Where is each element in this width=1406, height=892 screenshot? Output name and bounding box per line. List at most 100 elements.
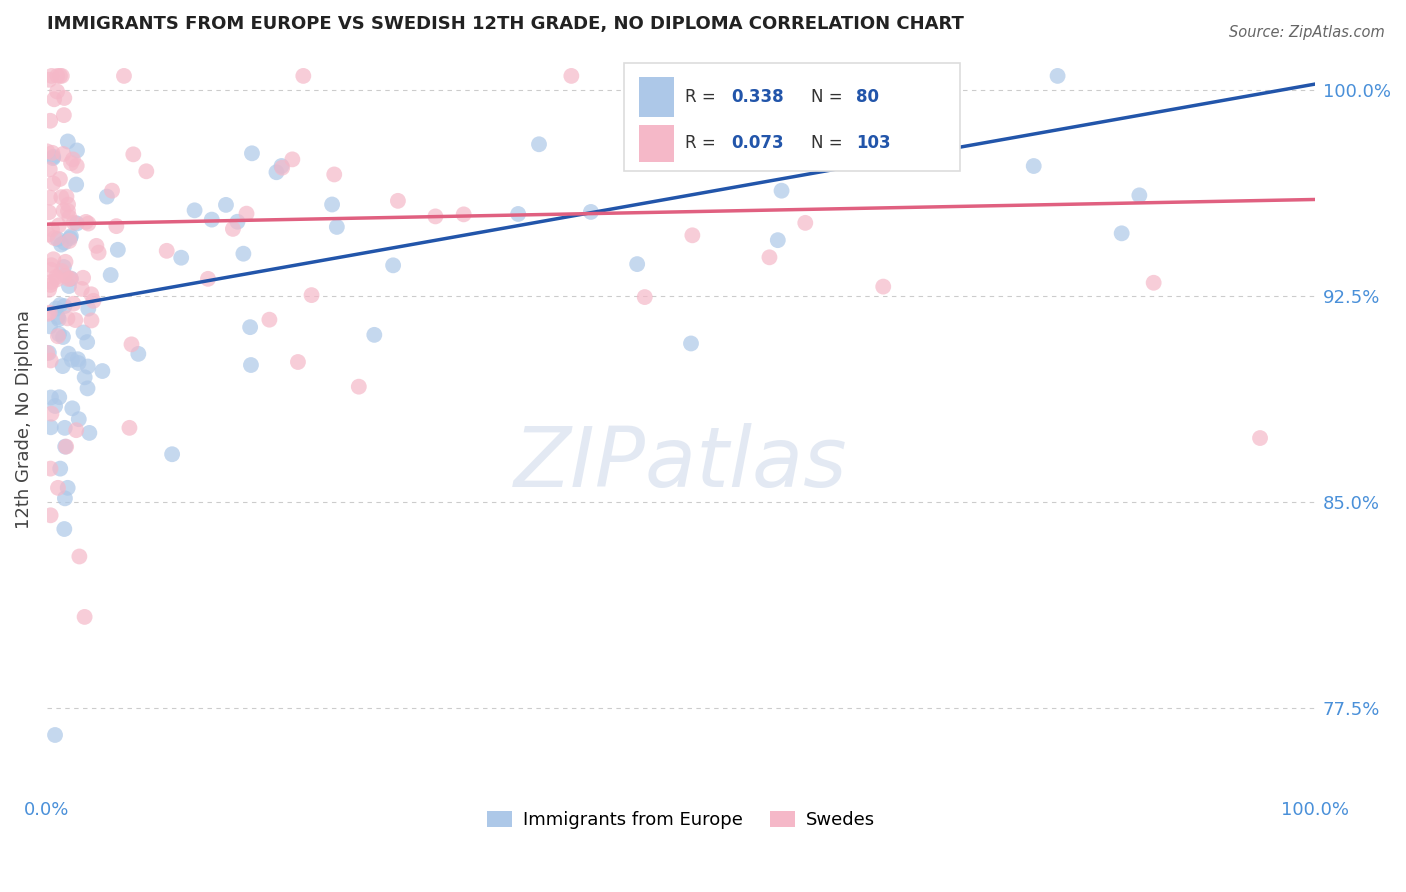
Point	[52, 203, 75, 218]
Point	[58, 234, 80, 248]
Point	[679, 336, 702, 351]
Point	[66, 352, 89, 367]
Text: N =: N =	[811, 135, 848, 153]
Point	[49, 237, 72, 252]
Point	[53, 522, 76, 536]
Point	[122, 147, 145, 161]
Point	[45, 301, 67, 316]
Point	[51, 190, 73, 204]
Point	[382, 258, 405, 272]
Point	[183, 203, 205, 218]
Point	[266, 165, 288, 179]
Point	[37, 307, 59, 321]
Point	[281, 153, 304, 167]
Point	[39, 391, 62, 405]
Point	[1111, 227, 1133, 241]
Point	[135, 164, 157, 178]
Point	[52, 147, 75, 161]
Point	[271, 161, 294, 175]
Point	[758, 250, 780, 264]
Point	[1128, 188, 1150, 202]
Point	[66, 159, 89, 173]
Point	[49, 69, 72, 83]
Point	[239, 320, 262, 334]
Point	[259, 312, 281, 326]
Point	[52, 260, 75, 274]
Point	[45, 270, 67, 285]
Text: Source: ZipAtlas.com: Source: ZipAtlas.com	[1229, 25, 1385, 40]
Point	[41, 275, 63, 289]
Text: R =: R =	[685, 135, 721, 153]
Point	[49, 172, 72, 186]
Point	[41, 258, 63, 272]
Point	[52, 108, 75, 122]
Point	[42, 151, 65, 165]
Point	[49, 298, 72, 312]
Point	[56, 481, 79, 495]
Point	[66, 216, 89, 230]
Point	[60, 352, 83, 367]
Point	[60, 401, 83, 416]
Point	[53, 491, 76, 506]
Point	[46, 481, 69, 495]
Point	[45, 272, 67, 286]
Point	[77, 217, 100, 231]
Point	[453, 207, 475, 221]
Point	[58, 279, 80, 293]
Point	[46, 329, 69, 343]
Point	[53, 91, 76, 105]
Point	[803, 154, 825, 169]
Point	[770, 184, 793, 198]
Point	[170, 251, 193, 265]
Point	[38, 283, 60, 297]
Point	[118, 421, 141, 435]
Point	[1143, 276, 1166, 290]
Point	[321, 197, 343, 211]
Point	[41, 407, 63, 421]
FancyBboxPatch shape	[638, 125, 675, 161]
Point	[87, 245, 110, 260]
Point	[59, 271, 82, 285]
Point	[127, 347, 149, 361]
Point	[51, 69, 73, 83]
Point	[72, 270, 94, 285]
Point	[80, 313, 103, 327]
Point	[65, 178, 87, 192]
Point	[62, 153, 84, 167]
Point	[292, 69, 315, 83]
Point	[35, 346, 58, 360]
Point	[55, 189, 77, 203]
Point	[53, 235, 76, 250]
Point	[626, 257, 648, 271]
FancyBboxPatch shape	[624, 63, 960, 170]
Point	[75, 215, 97, 229]
Point	[387, 194, 409, 208]
Point	[121, 337, 143, 351]
Point	[363, 327, 385, 342]
Point	[44, 399, 66, 413]
Point	[73, 370, 96, 384]
Point	[51, 264, 73, 278]
Point	[63, 216, 86, 230]
Point	[38, 306, 60, 320]
Point	[59, 271, 82, 285]
Point	[425, 210, 447, 224]
Point	[859, 92, 882, 106]
Point	[634, 290, 657, 304]
Point	[67, 412, 90, 426]
Point	[347, 379, 370, 393]
Point	[107, 243, 129, 257]
Point	[39, 420, 62, 434]
Point	[197, 272, 219, 286]
Point	[240, 146, 263, 161]
Point	[508, 207, 530, 221]
Text: 80: 80	[856, 87, 879, 105]
Point	[222, 222, 245, 236]
Point	[65, 313, 87, 327]
Point	[53, 299, 76, 313]
Point	[39, 353, 62, 368]
Point	[794, 216, 817, 230]
Point	[44, 92, 66, 106]
Point	[59, 229, 82, 244]
Point	[232, 246, 254, 260]
